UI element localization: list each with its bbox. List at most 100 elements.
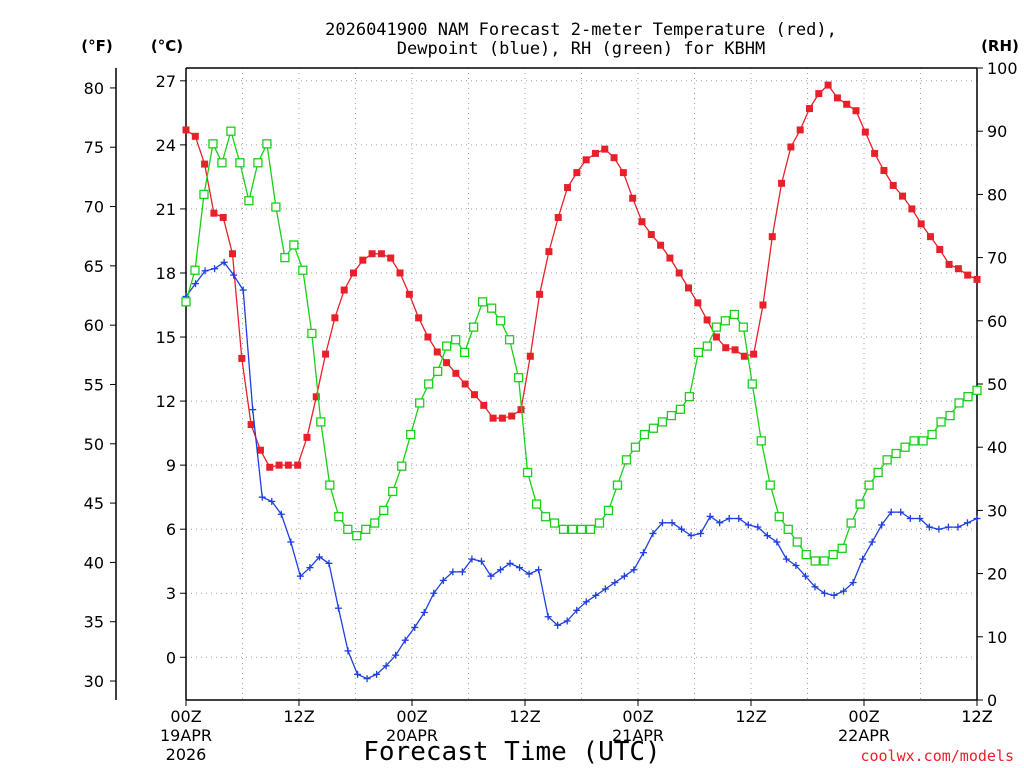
dewpoint-point bbox=[811, 583, 819, 591]
rh-point bbox=[504, 335, 515, 345]
fahrenheit-tick-label: 30 bbox=[84, 672, 104, 691]
temperature-point bbox=[722, 344, 730, 352]
rh-tick-label: 30 bbox=[987, 501, 1007, 520]
temperature-point bbox=[908, 205, 916, 213]
dewpoint-point bbox=[830, 591, 838, 599]
temperature-point bbox=[368, 250, 376, 258]
dewpoint-point bbox=[268, 497, 276, 505]
rh-point bbox=[963, 391, 973, 402]
temperature-point bbox=[926, 233, 934, 241]
rh-point bbox=[280, 252, 290, 263]
dewpoint-line bbox=[185, 261, 978, 680]
dewpoint-point bbox=[592, 591, 600, 599]
celsius-tick-label: 6 bbox=[166, 520, 176, 539]
rh-point bbox=[927, 429, 937, 440]
rh-point bbox=[873, 467, 883, 478]
dewpoint-point bbox=[925, 523, 933, 531]
temperature-point bbox=[470, 391, 478, 399]
x-tick-label: 00Z bbox=[622, 707, 653, 726]
temperature-point bbox=[238, 354, 246, 362]
x-year-label: 2026 bbox=[166, 745, 207, 764]
rh-point bbox=[361, 524, 371, 535]
dewpoint-point bbox=[563, 617, 571, 625]
x-tick-label: 12Z bbox=[961, 707, 992, 726]
temperature-point bbox=[284, 461, 292, 469]
fahrenheit-tick-label: 80 bbox=[84, 79, 104, 98]
rh-point bbox=[738, 322, 748, 332]
rh-point bbox=[262, 139, 272, 149]
rh-tick-label: 50 bbox=[987, 375, 1007, 394]
dewpoint-point bbox=[344, 647, 352, 655]
dewpoint-point bbox=[935, 525, 943, 533]
temperature-point bbox=[247, 421, 255, 429]
rh-point bbox=[459, 347, 470, 358]
temperature-point bbox=[312, 393, 320, 401]
dewpoint-point bbox=[468, 555, 476, 563]
fahrenheit-tick-label: 55 bbox=[84, 375, 104, 394]
rh-point bbox=[666, 410, 677, 421]
temperature-point bbox=[833, 94, 841, 102]
temperature-point bbox=[201, 160, 209, 168]
dewpoint-point bbox=[249, 406, 257, 414]
temperature-point bbox=[768, 233, 776, 241]
rh-point bbox=[855, 499, 865, 509]
rh-point bbox=[765, 480, 775, 490]
rh-point bbox=[585, 524, 596, 535]
dewpoint-point bbox=[773, 538, 781, 546]
celsius-tick-label: 18 bbox=[156, 264, 176, 283]
temperature-point bbox=[694, 299, 702, 307]
dewpoint-point bbox=[230, 271, 238, 279]
dewpoint-point bbox=[801, 572, 809, 580]
temperature-point bbox=[526, 352, 534, 360]
dewpoint-point bbox=[821, 589, 829, 597]
celsius-tick-label: 24 bbox=[156, 136, 176, 155]
temperature-point bbox=[303, 433, 311, 441]
rh-point bbox=[972, 385, 982, 395]
temperature-point bbox=[191, 132, 199, 140]
temperature-point bbox=[871, 149, 879, 157]
temperature-point bbox=[861, 128, 869, 136]
rh-point bbox=[711, 322, 721, 332]
temperature-point bbox=[275, 461, 283, 469]
dewpoint-point bbox=[887, 508, 895, 516]
dewpoint-point bbox=[849, 579, 857, 587]
temperature-point bbox=[210, 209, 218, 217]
x-date-label: 19APR bbox=[160, 726, 212, 745]
rh-point bbox=[424, 379, 434, 389]
dewpoint-point bbox=[706, 512, 714, 520]
temperature-point bbox=[964, 271, 972, 279]
rh-point bbox=[954, 398, 964, 408]
dewpoint-point bbox=[782, 555, 790, 563]
temperature-point bbox=[387, 254, 395, 262]
dewpoint-point bbox=[315, 553, 323, 561]
dewpoint-point bbox=[611, 579, 619, 587]
temperature-point bbox=[489, 414, 497, 422]
temperature-point bbox=[899, 192, 907, 200]
temperature-point bbox=[405, 290, 413, 298]
dewpoint-point bbox=[639, 549, 647, 557]
temperature-point bbox=[461, 380, 469, 388]
rh-point bbox=[397, 461, 407, 471]
temperature-point bbox=[601, 145, 609, 153]
temperature-point bbox=[452, 369, 460, 377]
temperature-point bbox=[973, 275, 981, 283]
temperature-point bbox=[498, 414, 506, 422]
dewpoint-point bbox=[744, 521, 752, 529]
rh-point bbox=[415, 398, 425, 408]
fahrenheit-tick-label: 35 bbox=[84, 613, 104, 632]
rh-point bbox=[558, 524, 569, 535]
dewpoint-point bbox=[506, 559, 514, 567]
celsius-tick-label: 15 bbox=[156, 328, 176, 347]
dewpoint-point bbox=[535, 566, 543, 574]
temperature-point bbox=[554, 213, 562, 221]
rh-point bbox=[648, 423, 659, 433]
chart-title-line2: Dewpoint (blue), RH (green) for KBHM bbox=[397, 39, 765, 59]
dewpoint-point bbox=[582, 598, 590, 606]
temperature-point bbox=[954, 265, 962, 273]
rh-point bbox=[729, 309, 739, 320]
celsius-tick-label: 27 bbox=[156, 72, 176, 91]
temperature-point bbox=[433, 348, 441, 356]
x-tick-label: 12Z bbox=[283, 707, 314, 726]
rh-point bbox=[810, 556, 820, 566]
temperature-point bbox=[182, 126, 190, 134]
